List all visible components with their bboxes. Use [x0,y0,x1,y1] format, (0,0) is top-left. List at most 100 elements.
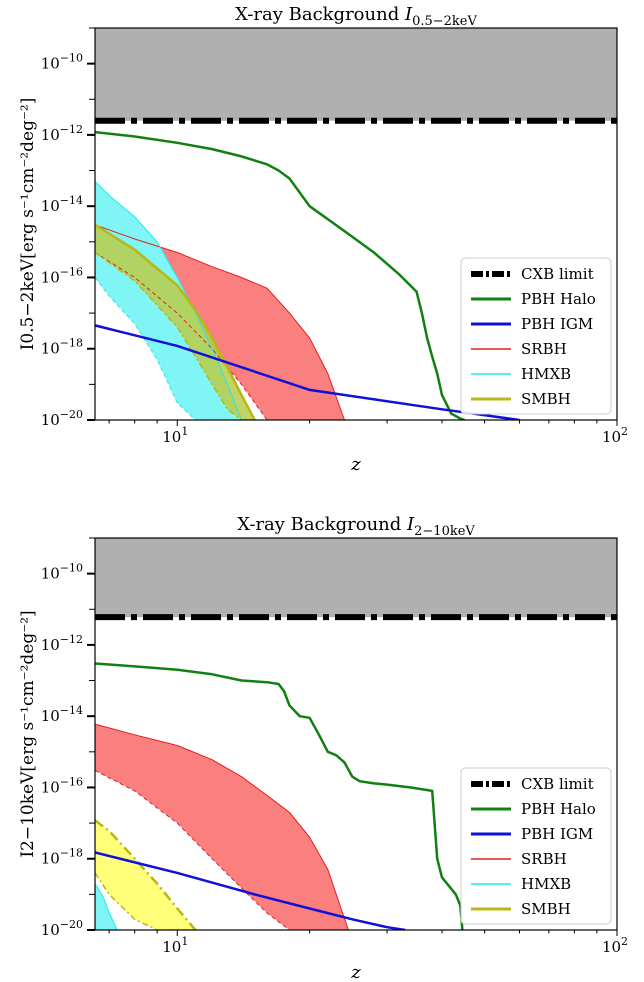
y-tick-exponent: −14 [60,194,83,207]
plot-area [95,28,617,420]
x-tick-label: 101 [162,935,188,956]
y-tick-exponent: −20 [60,918,83,931]
legend-label: PBH IGM [521,315,593,333]
legend: CXB limit PBH Halo PBH IGM SRBH HMXB SMBH [460,257,612,415]
hmxb-upper-line [95,180,242,420]
legend-label: PBH Halo [521,800,596,818]
y-tick-mantissa: 10 [41,778,60,796]
pbh-halo-line [95,130,465,420]
y-tick-exponent: −16 [60,265,83,278]
chart-title-symbol: I [406,514,415,535]
y-tick-mantissa: 10 [41,850,60,868]
legend-label: PBH Halo [521,290,596,308]
srbh-upper-line [95,723,349,930]
legend: CXB limit PBH Halo PBH IGM SRBH HMXB SMBH [460,767,612,925]
chart-title-prefix: X-ray Background [237,514,407,535]
x-axis-label: z [350,962,361,982]
y-tick-label: 10−20 [41,918,83,939]
legend-label: SMBH [521,390,571,408]
x-tick-mantissa: 10 [602,428,621,446]
y-tick-exponent: −20 [60,408,83,421]
chart-title-subscript: 0.5−2keV [412,14,477,29]
legend-label: HMXB [521,875,571,893]
y-tick-exponent: −18 [60,337,83,350]
plot-frame [94,537,618,931]
cxb-excluded-band [95,538,617,618]
legend-label: CXB limit [521,265,594,283]
y-tick-mantissa: 10 [41,340,60,358]
chart-title-prefix: X-ray Background [235,4,405,25]
x-tick-exponent: 1 [181,935,188,948]
hmxb-upper-line [95,883,118,930]
chart-panel-2: 101 10210−1010−1210−1410−1610−1810−20X-ra… [18,514,628,982]
smbh-band [95,820,196,930]
legend-label: PBH IGM [521,825,593,843]
chart-title-symbol: I [404,4,413,25]
y-tick-exponent: −12 [60,633,83,646]
y-tick-mantissa: 10 [41,126,60,144]
plot-area [95,538,617,930]
smbh-upper-line [95,223,256,420]
chart-panel-1: 101 10210−1010−1210−1410−1610−1810−20X-ra… [18,4,628,475]
plot-frame [94,27,618,421]
srbh-lower-line [95,252,345,420]
chart-title: X-ray Background I0.5−2keV [235,4,477,29]
y-tick-label: 10−16 [41,265,83,286]
y-tick-label: 10−16 [41,775,83,796]
y-tick-mantissa: 10 [41,197,60,215]
legend-label: SMBH [521,900,571,918]
y-tick-exponent: −12 [60,123,83,136]
legend-box [460,257,612,415]
smbh-band [95,224,255,420]
srbh-band [95,724,349,930]
x-tick-mantissa: 10 [162,938,181,956]
y-tick-exponent: −16 [60,775,83,788]
y-tick-mantissa: 10 [41,565,60,583]
legend-label: SRBH [521,850,567,868]
x-tick-label: 102 [602,425,628,446]
legend-label: CXB limit [521,775,594,793]
y-axis-label: I0.5−2keV[erg s⁻¹cm⁻²deg⁻²] [18,98,38,351]
y-tick-mantissa: 10 [41,921,60,939]
y-tick-label: 10−12 [41,633,83,654]
chart-title-subscript: 2−10keV [414,524,475,539]
y-tick-exponent: −14 [60,704,83,717]
srbh-lower-line [95,770,349,930]
x-tick-exponent: 2 [621,425,628,438]
y-tick-mantissa: 10 [41,636,60,654]
y-tick-label: 10−18 [41,847,83,868]
pbh-igm-line [95,851,406,930]
x-axis-label: z [350,454,361,475]
pbh-halo-line [95,662,464,930]
legend-box [460,767,612,925]
smbh-upper-line [95,819,197,930]
y-tick-exponent: −10 [60,562,83,575]
x-tick-exponent: 2 [621,935,628,948]
y-tick-exponent: −10 [60,52,83,65]
chart-title: X-ray Background I2−10keV [237,514,475,539]
y-tick-label: 10−14 [41,194,83,215]
y-tick-label: 10−14 [41,704,83,725]
y-tick-label: 10−18 [41,337,83,358]
legend-label: SRBH [521,340,567,358]
smbh-lower-line [95,251,255,420]
y-tick-mantissa: 10 [41,707,60,725]
y-tick-label: 10−10 [41,562,83,583]
y-tick-label: 10−12 [41,123,83,144]
y-tick-mantissa: 10 [41,268,60,286]
x-tick-mantissa: 10 [602,938,621,956]
srbh-upper-line [95,224,345,420]
x-tick-mantissa: 10 [162,428,181,446]
legend-label: HMXB [521,365,571,383]
y-tick-exponent: −18 [60,847,83,860]
x-tick-label: 101 [162,425,188,446]
hmxb-lower-line [95,277,242,420]
y-tick-label: 10−10 [41,52,83,73]
x-tick-exponent: 1 [181,425,188,438]
x-tick-label: 102 [602,935,628,956]
cxb-excluded-band [95,28,617,121]
y-tick-mantissa: 10 [41,55,60,73]
y-tick-mantissa: 10 [41,411,60,429]
smbh-lower-line [95,872,196,930]
